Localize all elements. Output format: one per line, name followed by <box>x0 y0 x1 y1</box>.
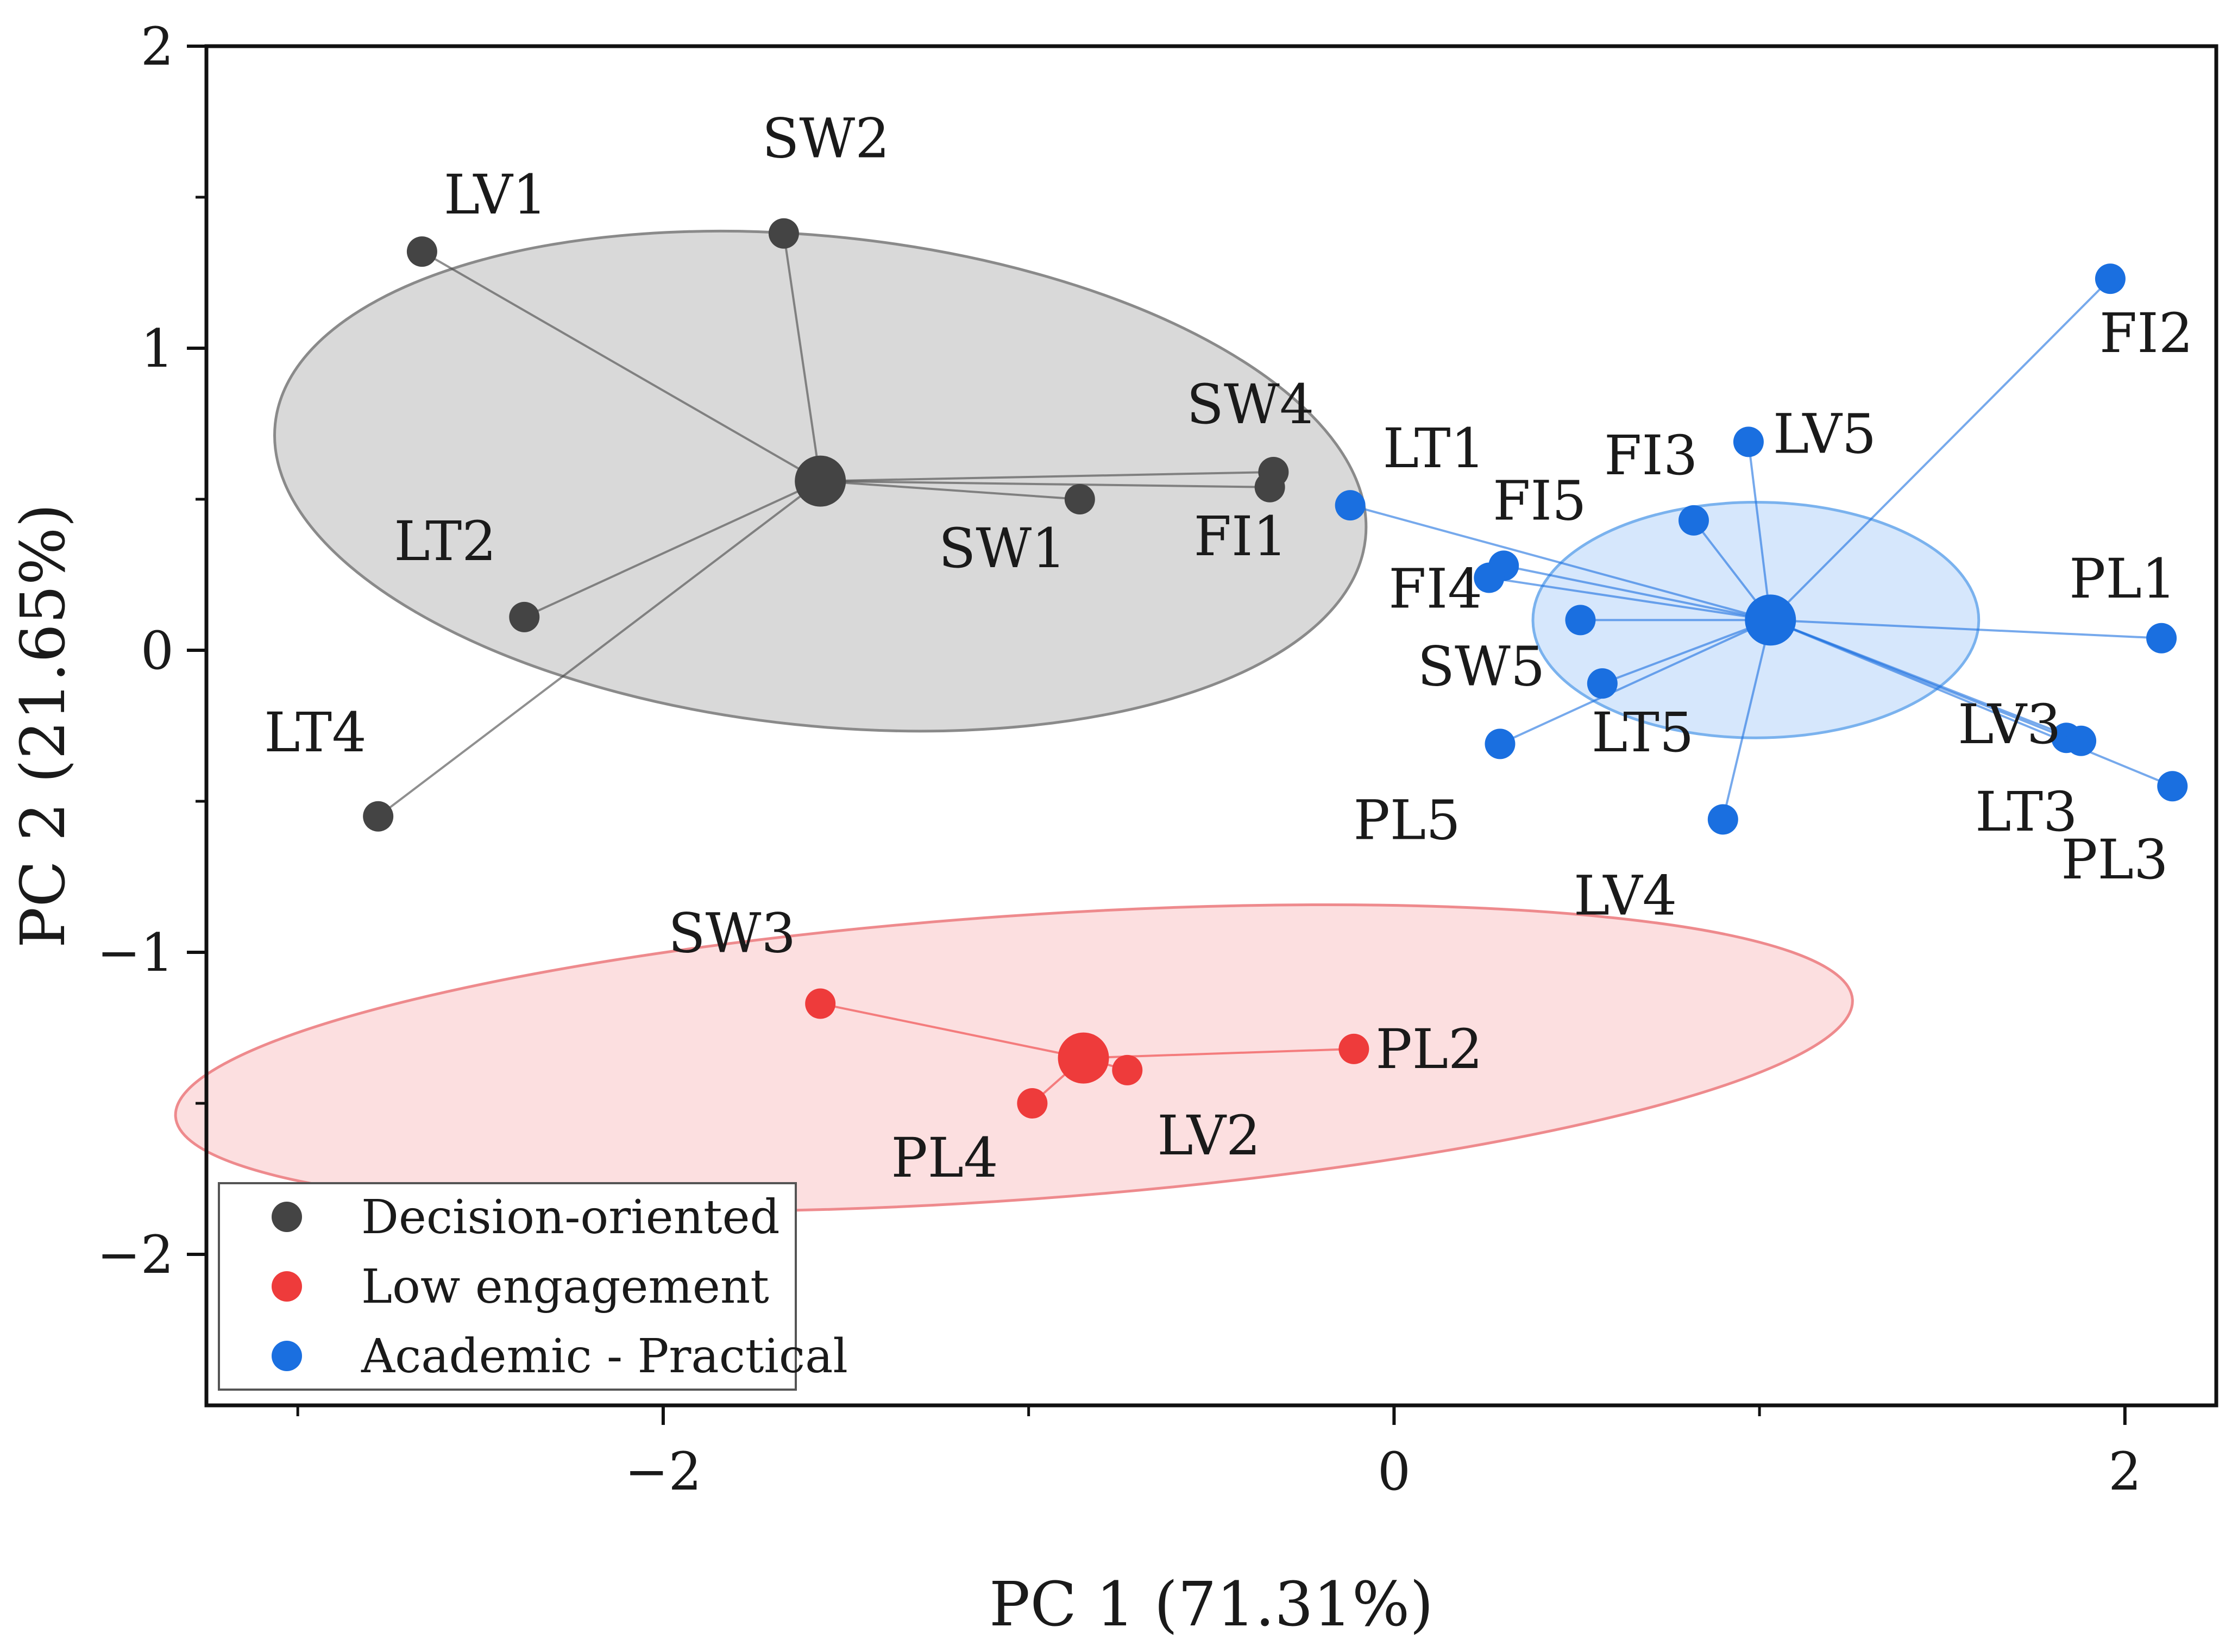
spoke-fi2 <box>1769 278 2111 621</box>
point-label-lv5: LV5 <box>1773 402 1876 466</box>
point-lt2 <box>509 601 540 632</box>
point-fi1 <box>1254 472 1285 502</box>
spoke-lv4 <box>1721 619 1772 820</box>
point-label-sw2: SW2 <box>762 107 890 171</box>
spoke-fi5 <box>1503 564 1771 621</box>
point-label-pl3: PL3 <box>2061 828 2168 891</box>
point-label-lv4: LV4 <box>1574 864 1677 927</box>
point-lt4 <box>363 801 394 832</box>
spoke-fi4 <box>1488 576 1771 621</box>
confidence-ellipse-1 <box>174 903 1854 1213</box>
legend-marker-1 <box>272 1271 302 1302</box>
y-tick-label: −1 <box>97 922 174 983</box>
y-tick-label: 1 <box>141 318 174 379</box>
point-label-lt5: LT5 <box>1592 701 1694 764</box>
point-label-fi5: FI5 <box>1493 469 1587 532</box>
point-label-fi1: FI1 <box>1194 505 1288 568</box>
point-label-pl1: PL1 <box>2069 547 2176 611</box>
point-label-pl2: PL2 <box>1375 1017 1482 1081</box>
spoke-sw3 <box>820 1002 1084 1059</box>
y-tick-label: 0 <box>141 620 174 681</box>
legend-box <box>218 1182 797 1391</box>
point-lt1 <box>1335 490 1366 521</box>
legend: Decision-oriented Low engagement Academic … <box>218 1182 848 1391</box>
spoke-sw4 <box>820 470 1274 482</box>
centroid-1 <box>1058 1032 1109 1084</box>
point-fi3 <box>1678 505 1709 536</box>
centroid-2 <box>1745 594 1796 646</box>
point-label-sw3: SW3 <box>668 902 796 965</box>
legend-marker-2 <box>272 1341 302 1371</box>
point-labels: LV1 SW2 SW4 FI1 SW1 LT2 LT4 SW3 PL2 LV2 PL4 FI2 LV5 L… <box>264 107 2193 1190</box>
spoke-pl3 <box>1770 619 2173 788</box>
point-sw3 <box>805 988 836 1019</box>
y-tick-label: 2 <box>141 16 174 77</box>
x-axis-title: PC 1 (71.31%) <box>989 1569 1434 1640</box>
point-label-lv1: LV1 <box>444 163 547 227</box>
spoke-lv5 <box>1747 442 1772 620</box>
spoke-sw1 <box>820 480 1080 500</box>
legend-label-2: Academic - Practical <box>361 1329 848 1384</box>
point-pl2 <box>1338 1033 1369 1064</box>
y-axis-title: PC 2 (21.65%) <box>8 504 79 948</box>
point-label-fi2: FI2 <box>2099 301 2193 365</box>
point-sw2 <box>768 218 799 249</box>
point-label-pl4: PL4 <box>891 1126 998 1190</box>
axis-ticks: −2 0 2 −2 −1 0 1 2 <box>97 16 2141 1502</box>
cluster-ellipses <box>174 229 1981 1213</box>
point-label-lt1: LT1 <box>1383 417 1486 480</box>
point-pl1 <box>2146 623 2177 654</box>
point-sw1 <box>1064 484 1095 514</box>
spoke-fi1 <box>820 480 1270 488</box>
spoke-lt3 <box>1770 619 2082 742</box>
point-pl3 <box>2157 771 2188 802</box>
spoke-pl5 <box>1499 619 1771 745</box>
point-lv1 <box>406 236 437 267</box>
point-lv4 <box>1707 804 1738 835</box>
point-lv2 <box>1112 1054 1143 1085</box>
point-label-sw5: SW5 <box>1417 635 1545 698</box>
point-sw5 <box>1565 605 1596 636</box>
x-tick-label: 0 <box>1378 1441 1411 1502</box>
point-pl4 <box>1017 1088 1048 1119</box>
point-label-fi4: FI4 <box>1388 557 1482 621</box>
legend-marker-0 <box>272 1202 302 1232</box>
plot-frame <box>204 44 2218 1408</box>
point-label-lv3: LV3 <box>1958 693 2061 756</box>
spoke-sw2 <box>782 233 822 481</box>
x-tick-label: 2 <box>2108 1441 2141 1502</box>
spoke-lt1 <box>1350 504 1771 621</box>
point-pl5 <box>1485 728 1516 759</box>
point-label-fi3: FI3 <box>1604 424 1698 487</box>
cluster-spokes <box>377 233 2173 1104</box>
point-fi4 <box>1474 562 1505 593</box>
point-label-lt4: LT4 <box>264 701 367 764</box>
x-tick-label: −2 <box>625 1441 702 1502</box>
point-label-lv2: LV2 <box>1157 1104 1260 1167</box>
centroid-0 <box>795 455 846 507</box>
data-points <box>363 218 2188 1119</box>
spoke-lt5 <box>1602 619 1771 685</box>
point-lt3 <box>2066 725 2097 756</box>
point-label-sw1: SW1 <box>939 517 1066 580</box>
point-lt5 <box>1587 668 1618 699</box>
spoke-pl1 <box>1770 619 2162 639</box>
spoke-lt2 <box>524 480 821 618</box>
point-label-sw4: SW4 <box>1186 373 1314 436</box>
point-label-lt3: LT3 <box>1975 780 2078 844</box>
spoke-lv1 <box>421 250 821 482</box>
legend-label-1: Low engagement <box>361 1260 769 1314</box>
spoke-lt4 <box>377 480 821 818</box>
legend-label-0: Decision-oriented <box>361 1190 780 1245</box>
point-label-pl5: PL5 <box>1353 788 1460 852</box>
point-label-lt2: LT2 <box>394 510 496 573</box>
y-tick-label: −2 <box>97 1224 174 1285</box>
point-fi2 <box>2095 263 2126 294</box>
point-lv5 <box>1733 426 1764 457</box>
